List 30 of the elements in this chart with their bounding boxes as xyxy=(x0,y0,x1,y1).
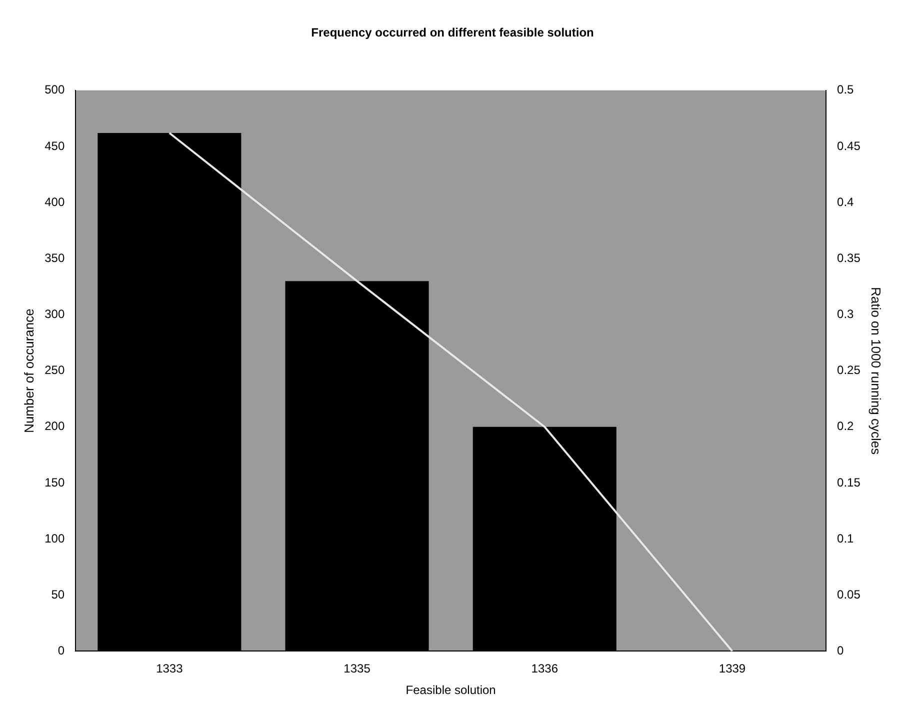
y2-tick-label: 0 xyxy=(837,644,844,658)
x-tick-label: 1333 xyxy=(156,662,184,676)
y-tick-label: 450 xyxy=(44,138,65,153)
chart-title: Frequency occurred on different feasible solution xyxy=(311,26,594,40)
y-tick-label: 350 xyxy=(44,250,65,265)
y-tick-label: 400 xyxy=(44,194,65,209)
y2-tick-label: 0.15 xyxy=(837,475,861,490)
x-tick-label: 1335 xyxy=(344,662,371,676)
y-tick-label: 300 xyxy=(44,307,65,322)
y-tick-label: 150 xyxy=(44,475,65,490)
y2-tick-label: 0.1 xyxy=(837,531,854,546)
y-tick-label: 50 xyxy=(51,587,65,602)
y2-tick-label: 0.35 xyxy=(837,250,861,265)
y2-tick-label: 0.3 xyxy=(837,307,854,322)
y-tick-label: 0 xyxy=(58,644,65,658)
x-axis-title: Feasible solution xyxy=(406,683,496,698)
y2-tick-label: 0.25 xyxy=(837,363,861,378)
x-tick-label: 1339 xyxy=(718,662,746,676)
y-tick-label: 100 xyxy=(44,531,65,546)
y-tick-label: 500 xyxy=(44,82,65,97)
y-tick-label: 200 xyxy=(44,419,65,434)
y-axis-title: Number of occurance xyxy=(21,308,36,433)
x-tick-label: 1336 xyxy=(531,662,558,676)
y2-tick-label: 0.5 xyxy=(837,82,854,97)
y2-tick-label: 0.05 xyxy=(837,587,861,602)
y2-tick-label: 0.45 xyxy=(837,138,861,153)
y-tick-label: 250 xyxy=(44,363,65,378)
y2-tick-label: 0.2 xyxy=(837,419,854,434)
y2-tick-label: 0.4 xyxy=(837,194,854,209)
y2-axis-title: Ratio on 1000 running cycles xyxy=(868,286,884,456)
